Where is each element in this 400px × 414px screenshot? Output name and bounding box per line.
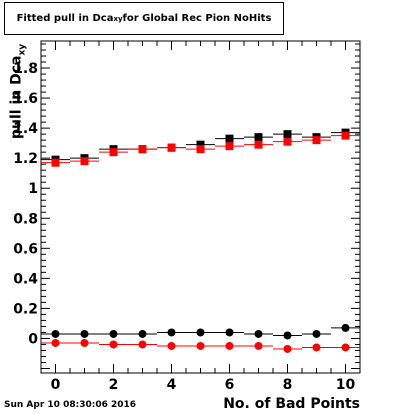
data-point-square: [196, 145, 205, 154]
y-tick-label: 1.4: [13, 121, 38, 137]
data-point-circle: [80, 329, 89, 338]
data-point-square: [254, 140, 263, 149]
data-point-square: [80, 157, 89, 166]
data-point-square: [196, 140, 205, 149]
data-point-circle: [225, 328, 234, 337]
y-tick-label: 0: [28, 331, 38, 347]
data-point-circle: [283, 344, 292, 353]
data-point-circle: [254, 329, 263, 338]
data-point-circle: [341, 323, 350, 332]
data-point-circle: [51, 329, 60, 338]
y-axis-title: pull in Dcaxy: [9, 21, 28, 161]
data-point-square: [341, 131, 350, 140]
x-tick-label: 2: [109, 377, 119, 393]
data-point-square: [225, 134, 234, 143]
series-circle-black: [41, 323, 360, 340]
y-tick-label: 0.4: [13, 271, 38, 287]
data-point-square: [225, 142, 234, 151]
data-point-square: [283, 137, 292, 146]
x-tick-label: 8: [283, 377, 293, 393]
data-point-circle: [80, 338, 89, 347]
data-point-square: [51, 158, 60, 167]
data-point-circle: [109, 329, 118, 338]
data-point-circle: [254, 341, 263, 350]
x-tick-label: 0: [51, 377, 61, 393]
y-tick-label: 0.2: [13, 301, 38, 317]
data-point-circle: [167, 328, 176, 337]
data-point-circle: [196, 328, 205, 337]
data-point-square: [167, 143, 176, 152]
y-tick-label: 1.8: [13, 61, 38, 77]
series-circle-red: [41, 338, 360, 353]
y-tick-label: 0.6: [13, 241, 38, 257]
plot-frame: [40, 40, 361, 374]
data-point-circle: [312, 343, 321, 352]
data-point-circle: [312, 329, 321, 338]
timestamp: Sun Apr 10 08:30:06 2016: [4, 400, 137, 410]
data-point-square: [283, 130, 292, 139]
x-tick-label: 4: [167, 377, 177, 393]
x-tick-label: 10: [336, 377, 356, 393]
y-tick-label: 1: [28, 181, 38, 197]
chart-title-prefix: Fitted pull in Dca: [16, 13, 114, 24]
y-tick-label: 0.8: [13, 211, 38, 227]
data-point-square: [138, 145, 147, 154]
chart-title-suffix: for Global Rec Pion NoHits: [122, 13, 272, 24]
y-tick-label: 1.2: [13, 151, 38, 167]
y-axis-title-text: pull in Dca: [8, 55, 25, 139]
data-point-circle: [138, 340, 147, 349]
x-axis-title: No. of Bad Points: [223, 396, 360, 412]
data-point-square: [254, 133, 263, 142]
chart-title: Fitted pull in Dca xy for Global Rec Pion…: [4, 2, 284, 35]
data-point-circle: [341, 343, 350, 352]
data-point-circle: [196, 341, 205, 350]
data-point-circle: [51, 338, 60, 347]
y-tick-label: 1.6: [13, 91, 38, 107]
data-point-square: [312, 136, 321, 145]
data-point-circle: [138, 329, 147, 338]
data-point-circle: [109, 340, 118, 349]
series-square-red: [41, 131, 360, 167]
data-point-circle: [167, 341, 176, 350]
data-point-square: [109, 148, 118, 157]
y-axis-title-subscript: xy: [17, 43, 28, 56]
x-tick-label: 6: [225, 377, 235, 393]
chart-title-subscript: xy: [113, 14, 123, 23]
data-point-circle: [225, 341, 234, 350]
data-point-circle: [283, 331, 292, 340]
